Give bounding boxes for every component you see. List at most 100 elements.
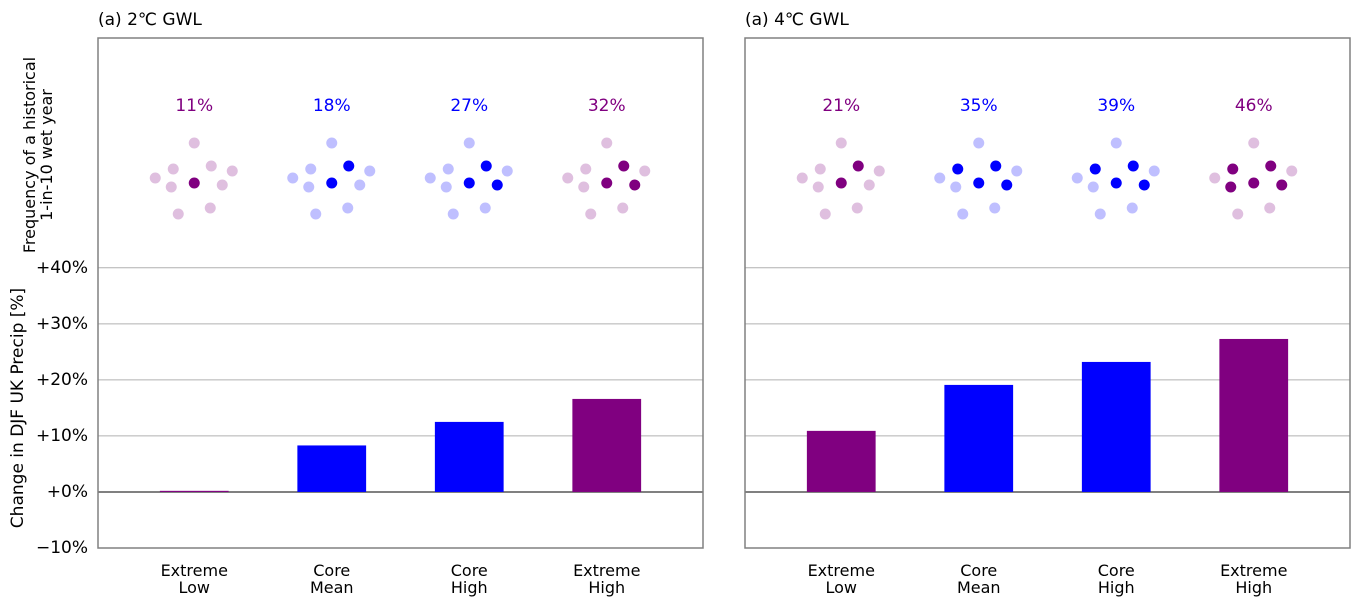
x-tick-label: Extreme High [1220, 561, 1288, 597]
frequency-dot [1138, 179, 1150, 191]
frequency-dot [796, 172, 808, 184]
frequency-dot [835, 137, 847, 149]
frequency-dot [442, 163, 454, 175]
frequency-dot [629, 179, 641, 191]
frequency-label: 46% [1235, 96, 1273, 116]
frequency-dot [172, 208, 184, 220]
frequency-dot [852, 160, 864, 172]
frequency-label: 21% [822, 96, 860, 116]
x-tick-label: Core High [1097, 561, 1135, 597]
bar [572, 398, 642, 492]
bar [1219, 338, 1289, 492]
frequency-dot [1110, 177, 1122, 189]
y-tick-label: +0% [47, 482, 88, 502]
frequency-dot [873, 165, 885, 177]
frequency-label: 18% [313, 96, 351, 116]
frequency-dot [463, 137, 475, 149]
frequency-dot [226, 165, 238, 177]
frequency-dot [188, 177, 200, 189]
frequency-dot [812, 181, 824, 193]
bar [944, 384, 1014, 492]
x-tick-label: Extreme Low [807, 561, 875, 597]
frequency-dot [814, 163, 826, 175]
frequency-dot [342, 202, 354, 214]
frequency-dot [480, 160, 492, 172]
frequency-dot [1071, 172, 1083, 184]
frequency-dot [950, 181, 962, 193]
frequency-dot [957, 208, 969, 220]
frequency-dot [1286, 165, 1298, 177]
frequency-dot [149, 172, 161, 184]
frequency-dot [952, 163, 964, 175]
frequency-dot [973, 177, 985, 189]
frequency-dot [618, 160, 630, 172]
frequency-dot [343, 160, 355, 172]
frequency-dot [204, 202, 216, 214]
frequency-dot [1225, 181, 1237, 193]
frequency-dot [835, 177, 847, 189]
panel-title: (a) 4℃ GWL [745, 10, 849, 30]
frequency-dot [303, 181, 315, 193]
frequency-dot [326, 137, 338, 149]
frequency-dot [364, 165, 376, 177]
frequency-dot [1209, 172, 1221, 184]
frequency-dot [1248, 137, 1260, 149]
y-tick-label: +30% [36, 314, 88, 334]
frequency-dot [973, 137, 985, 149]
frequency-dot [585, 208, 597, 220]
plot-frame [97, 37, 704, 549]
frequency-label: 32% [588, 96, 626, 116]
frequency-dot [305, 163, 317, 175]
frequency-dot [934, 172, 946, 184]
x-tick-label: Core Mean [956, 561, 1001, 597]
plot-frame [744, 37, 1351, 549]
frequency-dot [1264, 202, 1276, 214]
frequency-label: 11% [175, 96, 213, 116]
frequency-dot [562, 172, 574, 184]
frequency-label: 27% [450, 96, 488, 116]
frequency-dot [1126, 202, 1138, 214]
frequency-dot [1265, 160, 1277, 172]
frequency-dot [354, 179, 366, 191]
x-tick-label: Core High [450, 561, 488, 597]
frequency-dot [851, 202, 863, 214]
bar [806, 430, 876, 492]
frequency-dot [491, 179, 503, 191]
frequency-dot [1001, 179, 1013, 191]
frequency-dot [1094, 208, 1106, 220]
frequency-dot [205, 160, 217, 172]
y-axis-label: Change in DJF UK Precip [%] [8, 288, 28, 528]
frequency-dot [580, 163, 592, 175]
frequency-dot [1148, 165, 1160, 177]
frequency-dot [167, 163, 179, 175]
bar [159, 490, 229, 492]
x-tick-label: Core Mean [309, 561, 354, 597]
frequency-dot [1232, 208, 1244, 220]
frequency-dot [424, 172, 436, 184]
frequency-dot [617, 202, 629, 214]
frequency-dot [479, 202, 491, 214]
bar [434, 421, 504, 492]
frequency-dot [1011, 165, 1023, 177]
frequency-dot [601, 137, 613, 149]
frequency-dot [1227, 163, 1239, 175]
y-tick-label: +10% [36, 426, 88, 446]
frequency-dot [188, 137, 200, 149]
frequency-dot [1248, 177, 1260, 189]
frequency-dot [447, 208, 459, 220]
frequency-label: 39% [1097, 96, 1135, 116]
frequency-dot [165, 181, 177, 193]
bar [297, 445, 367, 492]
frequency-axis-label: Frequency of a historical 1-in-10 wet ye… [20, 56, 56, 254]
frequency-dot [989, 202, 1001, 214]
frequency-dot [639, 165, 651, 177]
frequency-dot [1087, 181, 1099, 193]
frequency-dot [601, 177, 613, 189]
frequency-dot [578, 181, 590, 193]
frequency-dot [216, 179, 228, 191]
frequency-dot [990, 160, 1002, 172]
frequency-dot [1127, 160, 1139, 172]
frequency-label: 35% [960, 96, 998, 116]
